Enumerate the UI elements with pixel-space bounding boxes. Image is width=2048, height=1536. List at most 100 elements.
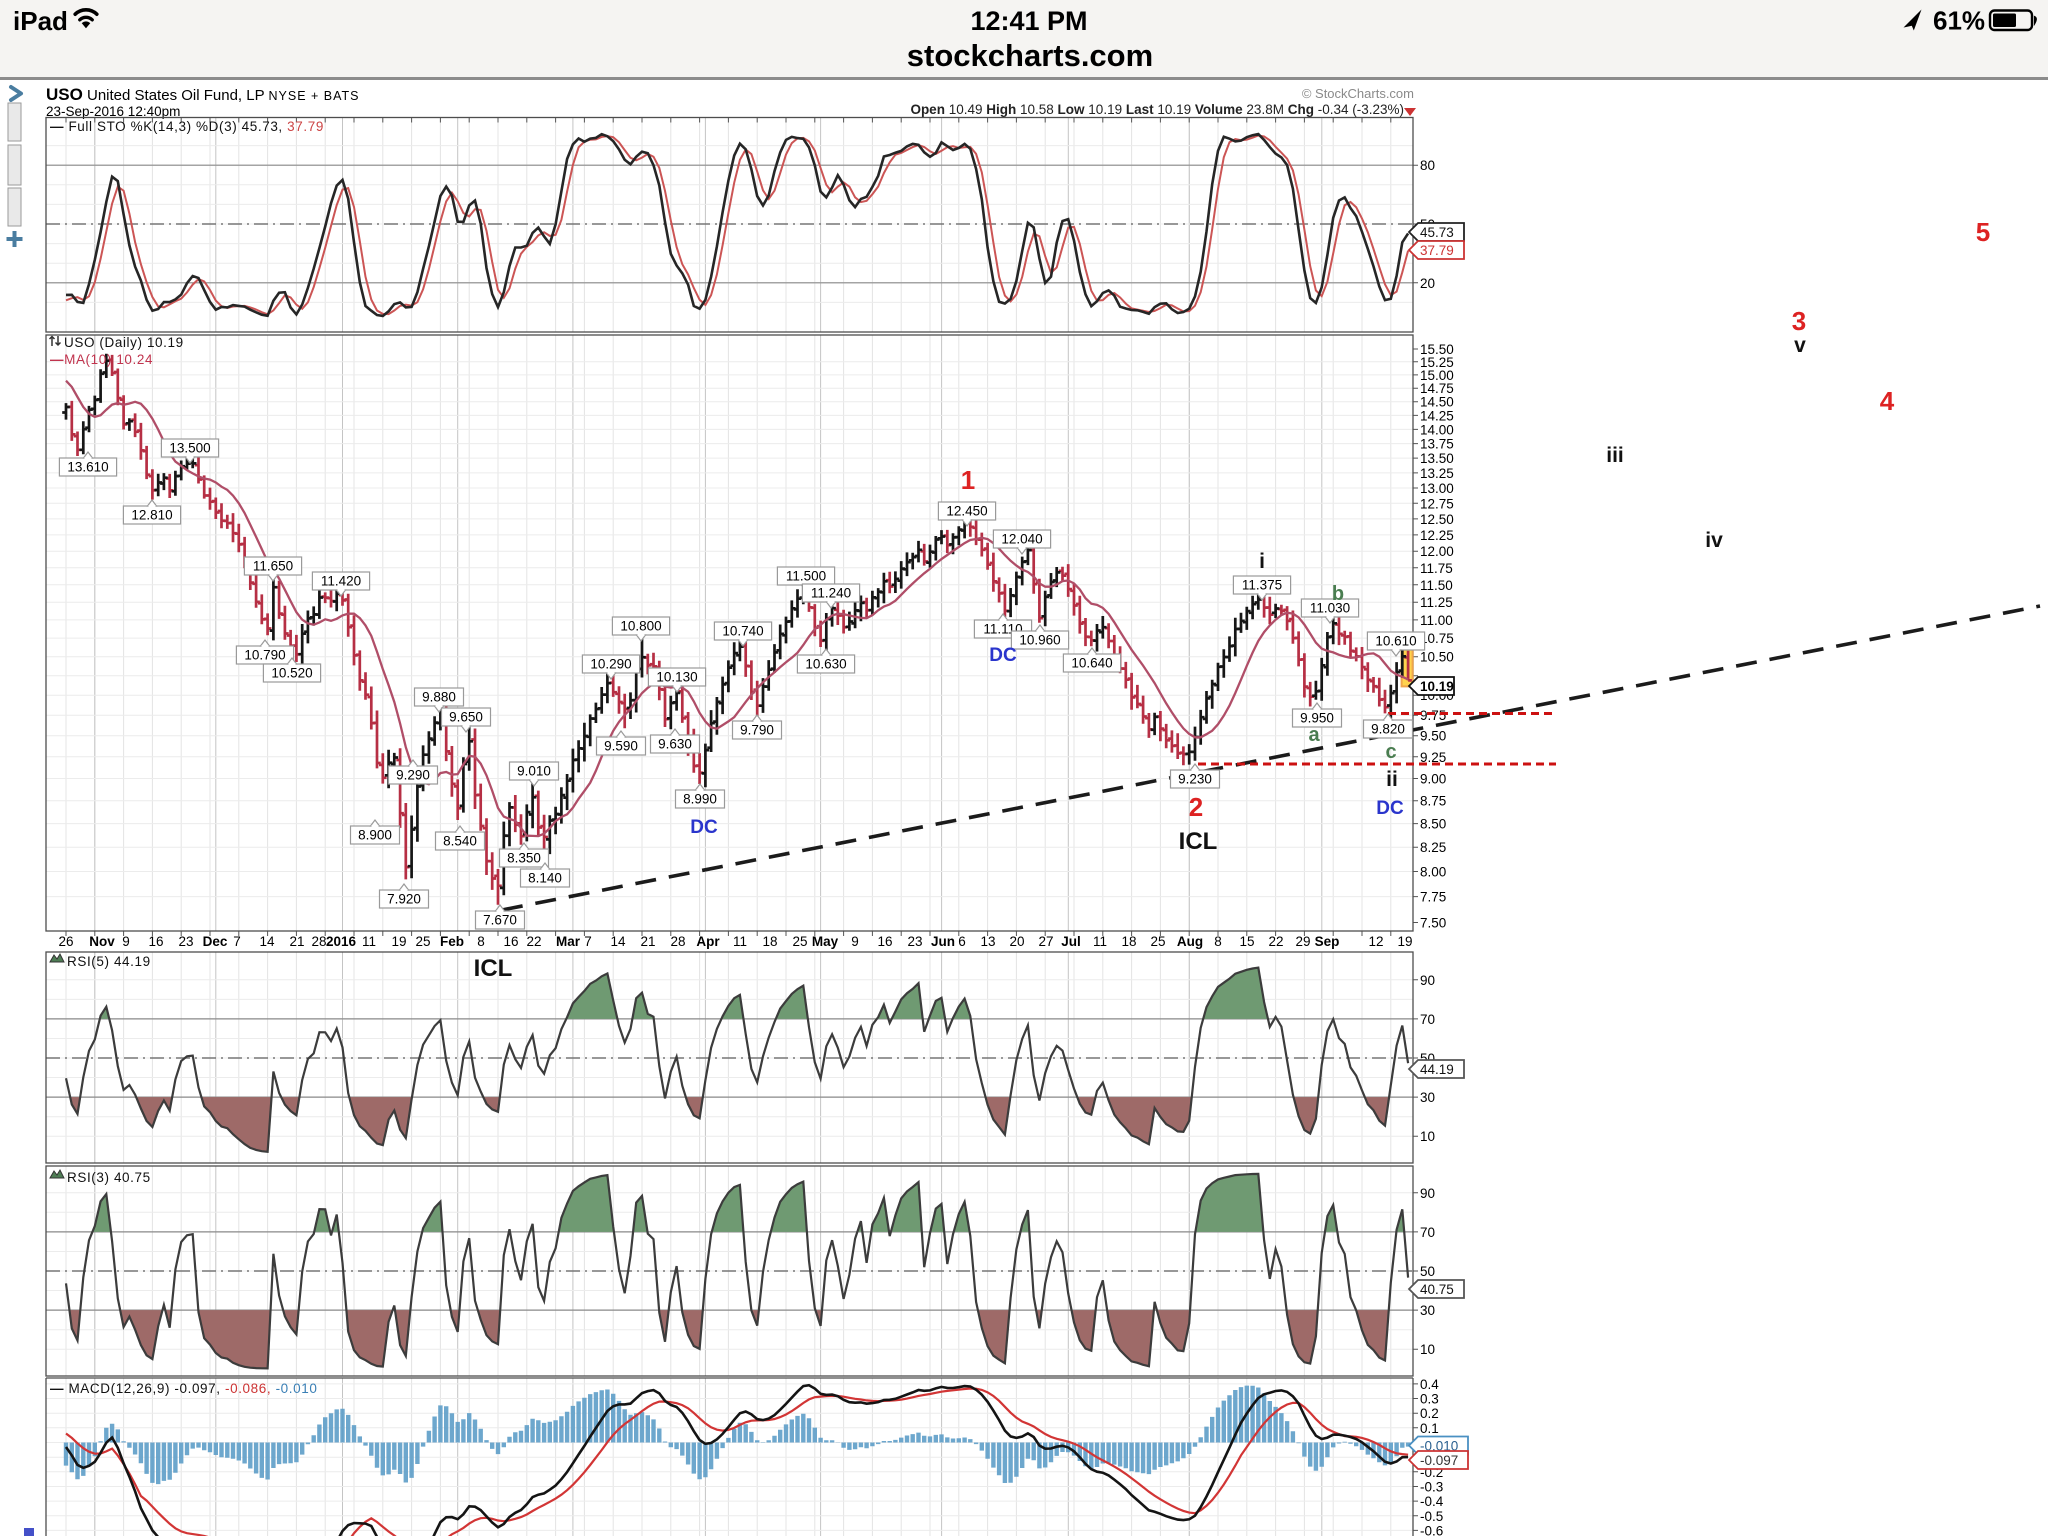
svg-text:12.50: 12.50 bbox=[1420, 512, 1454, 527]
svg-text:25: 25 bbox=[792, 934, 807, 949]
svg-text:May: May bbox=[812, 934, 839, 949]
svg-text:14.25: 14.25 bbox=[1420, 408, 1454, 423]
svg-text:11.375: 11.375 bbox=[1242, 578, 1282, 593]
svg-text:9.630: 9.630 bbox=[658, 737, 692, 752]
svg-text:0.1: 0.1 bbox=[1420, 1421, 1439, 1436]
svg-text:8.75: 8.75 bbox=[1420, 794, 1446, 809]
svg-text:2: 2 bbox=[1189, 792, 1203, 822]
svg-text:15.50: 15.50 bbox=[1420, 342, 1454, 357]
svg-text:23: 23 bbox=[907, 934, 922, 949]
svg-text:10.75: 10.75 bbox=[1420, 631, 1454, 646]
svg-text:a: a bbox=[1308, 724, 1320, 746]
svg-text:7.920: 7.920 bbox=[387, 892, 421, 907]
svg-text:9.230: 9.230 bbox=[1178, 772, 1212, 787]
svg-text:9.75: 9.75 bbox=[1420, 708, 1446, 723]
svg-text:9.50: 9.50 bbox=[1420, 729, 1446, 744]
svg-text:10: 10 bbox=[1420, 1129, 1435, 1144]
svg-text:13: 13 bbox=[980, 934, 995, 949]
svg-text:13.25: 13.25 bbox=[1420, 466, 1454, 481]
svg-text:23-Sep-2016 12:40pm: 23-Sep-2016 12:40pm bbox=[46, 104, 180, 119]
svg-text:Apr: Apr bbox=[696, 934, 720, 949]
svg-text:23: 23 bbox=[178, 934, 193, 949]
svg-text:18: 18 bbox=[762, 934, 777, 949]
svg-text:10.610: 10.610 bbox=[1375, 634, 1416, 649]
svg-text:13.00: 13.00 bbox=[1420, 481, 1454, 496]
svg-text:4: 4 bbox=[1880, 386, 1895, 416]
svg-text:80: 80 bbox=[1420, 158, 1435, 173]
svg-text:2016: 2016 bbox=[326, 934, 357, 949]
svg-text:10.130: 10.130 bbox=[656, 670, 697, 685]
svg-text:14.00: 14.00 bbox=[1420, 422, 1454, 437]
svg-text:14.75: 14.75 bbox=[1420, 381, 1454, 396]
svg-text:8.900: 8.900 bbox=[358, 828, 392, 843]
svg-text:11: 11 bbox=[362, 934, 376, 949]
svg-text:-0.3: -0.3 bbox=[1420, 1480, 1443, 1495]
svg-text:11.75: 11.75 bbox=[1420, 561, 1453, 576]
svg-text:13.75: 13.75 bbox=[1420, 437, 1454, 452]
svg-text:11.030: 11.030 bbox=[1310, 601, 1350, 616]
svg-text:9: 9 bbox=[851, 934, 859, 949]
svg-text:9.880: 9.880 bbox=[422, 690, 456, 705]
svg-text:11: 11 bbox=[1093, 934, 1107, 949]
svg-text:DC: DC bbox=[690, 817, 718, 838]
svg-text:9.790: 9.790 bbox=[740, 723, 774, 738]
svg-text:19: 19 bbox=[1397, 934, 1412, 949]
svg-text:8.350: 8.350 bbox=[507, 851, 541, 866]
svg-text:Jul: Jul bbox=[1061, 934, 1081, 949]
svg-text:9.010: 9.010 bbox=[517, 764, 551, 779]
svg-text:3: 3 bbox=[1792, 306, 1806, 336]
svg-text:28: 28 bbox=[311, 934, 326, 949]
svg-text:21: 21 bbox=[640, 934, 655, 949]
svg-text:16: 16 bbox=[148, 934, 163, 949]
svg-text:8.25: 8.25 bbox=[1420, 840, 1446, 855]
svg-text:40.75: 40.75 bbox=[1420, 1282, 1454, 1297]
svg-text:v: v bbox=[1794, 334, 1806, 357]
svg-text:i: i bbox=[1259, 550, 1265, 573]
svg-text:21: 21 bbox=[289, 934, 304, 949]
svg-text:11.50: 11.50 bbox=[1420, 578, 1453, 593]
svg-text:10.630: 10.630 bbox=[805, 657, 846, 672]
svg-text:10: 10 bbox=[1420, 1342, 1435, 1357]
svg-text:11: 11 bbox=[733, 934, 747, 949]
svg-text:20: 20 bbox=[1009, 934, 1024, 949]
svg-text:90: 90 bbox=[1420, 1186, 1435, 1201]
svg-text:12.040: 12.040 bbox=[1001, 532, 1042, 547]
svg-text:25: 25 bbox=[415, 934, 430, 949]
svg-text:5: 5 bbox=[1976, 217, 1990, 247]
svg-text:7: 7 bbox=[584, 934, 592, 949]
svg-text:22: 22 bbox=[1268, 934, 1283, 949]
svg-text:10.50: 10.50 bbox=[1420, 650, 1454, 665]
svg-text:25: 25 bbox=[1150, 934, 1165, 949]
svg-text:19: 19 bbox=[391, 934, 406, 949]
svg-text:9.290: 9.290 bbox=[396, 768, 430, 783]
svg-text:45.73: 45.73 bbox=[1420, 225, 1454, 240]
svg-text:© StockCharts.com: © StockCharts.com bbox=[1302, 86, 1414, 101]
svg-text:7.50: 7.50 bbox=[1420, 916, 1446, 931]
svg-text:iii: iii bbox=[1606, 444, 1624, 467]
svg-text:12.75: 12.75 bbox=[1420, 496, 1454, 511]
svg-text:18: 18 bbox=[1121, 934, 1136, 949]
svg-text:RSI(5) 44.19: RSI(5) 44.19 bbox=[67, 954, 151, 969]
svg-text:6: 6 bbox=[958, 934, 966, 949]
svg-text:-0.6: -0.6 bbox=[1420, 1523, 1443, 1536]
svg-text:12.00: 12.00 bbox=[1420, 544, 1454, 559]
svg-text:9.650: 9.650 bbox=[449, 710, 483, 725]
svg-text:ICL: ICL bbox=[474, 955, 513, 982]
svg-text:8.140: 8.140 bbox=[528, 871, 562, 886]
svg-text:28: 28 bbox=[670, 934, 685, 949]
svg-text:15.00: 15.00 bbox=[1420, 368, 1454, 383]
svg-text:44.19: 44.19 bbox=[1420, 1062, 1454, 1077]
svg-text:DC: DC bbox=[989, 645, 1017, 666]
svg-text:b: b bbox=[1332, 583, 1344, 605]
svg-text:1: 1 bbox=[961, 465, 975, 495]
svg-text:Nov: Nov bbox=[89, 934, 115, 949]
svg-text:30: 30 bbox=[1420, 1090, 1435, 1105]
svg-text:-0.097: -0.097 bbox=[1420, 1453, 1458, 1468]
svg-text:Dec: Dec bbox=[203, 934, 228, 949]
svg-text:0.3: 0.3 bbox=[1420, 1392, 1439, 1407]
svg-text:16: 16 bbox=[503, 934, 518, 949]
svg-text:9.00: 9.00 bbox=[1420, 772, 1446, 787]
svg-text:Aug: Aug bbox=[1177, 934, 1203, 949]
svg-text:12:41 PM: 12:41 PM bbox=[970, 6, 1087, 36]
svg-text:0.2: 0.2 bbox=[1420, 1406, 1439, 1421]
